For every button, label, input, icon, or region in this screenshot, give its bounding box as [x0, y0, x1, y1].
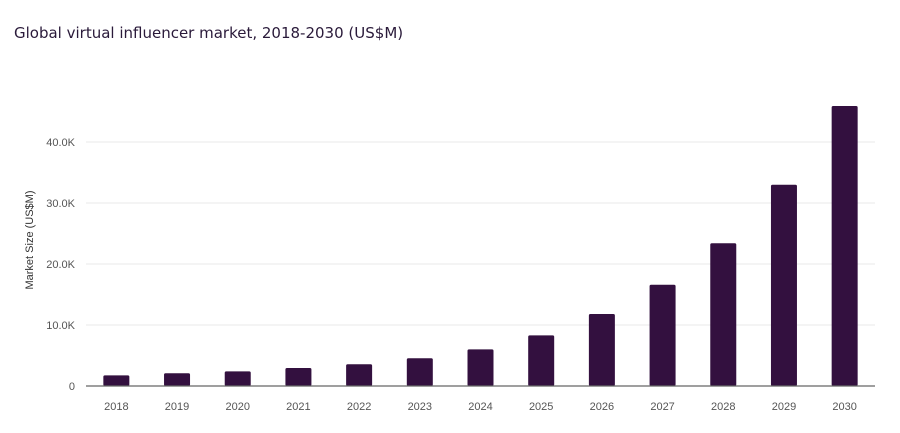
x-tick-label: 2027: [650, 401, 674, 413]
y-tick-label: 30.0K: [46, 198, 75, 210]
bar-2018: [103, 375, 130, 386]
bar-2026: [588, 314, 615, 386]
x-tick-label: 2023: [408, 401, 432, 413]
bar-2023: [406, 358, 433, 386]
y-tick-label: 10.0K: [46, 320, 75, 332]
y-axis-label: Market Size (US$M): [24, 190, 36, 289]
x-tick-label: 2019: [165, 401, 189, 413]
y-tick-label: 0: [69, 381, 75, 393]
bar-2025: [528, 335, 555, 386]
bar-2027: [649, 284, 676, 386]
x-tick-label: 2021: [286, 401, 310, 413]
x-tick-label: 2024: [468, 401, 492, 413]
x-tick-label: 2018: [104, 401, 128, 413]
bar-2024: [467, 349, 494, 386]
x-tick-label: 2028: [711, 401, 735, 413]
bar-2022: [346, 364, 373, 386]
bar-2019: [164, 373, 191, 386]
x-tick-label: 2029: [772, 401, 796, 413]
bar-2021: [285, 368, 312, 386]
y-tick-label: 20.0K: [46, 259, 75, 271]
x-tick-label: 2020: [225, 401, 249, 413]
x-tick-label: 2022: [347, 401, 371, 413]
bar-2029: [770, 184, 797, 386]
y-tick-label: 40.0K: [46, 137, 75, 149]
bar-2030: [831, 106, 858, 386]
bar-2020: [224, 371, 251, 386]
x-tick-label: 2026: [590, 401, 614, 413]
chart-title: Global virtual influencer market, 2018-2…: [14, 24, 404, 42]
x-tick-label: 2030: [832, 401, 856, 413]
x-tick-label: 2025: [529, 401, 553, 413]
bar-2028: [710, 243, 737, 386]
